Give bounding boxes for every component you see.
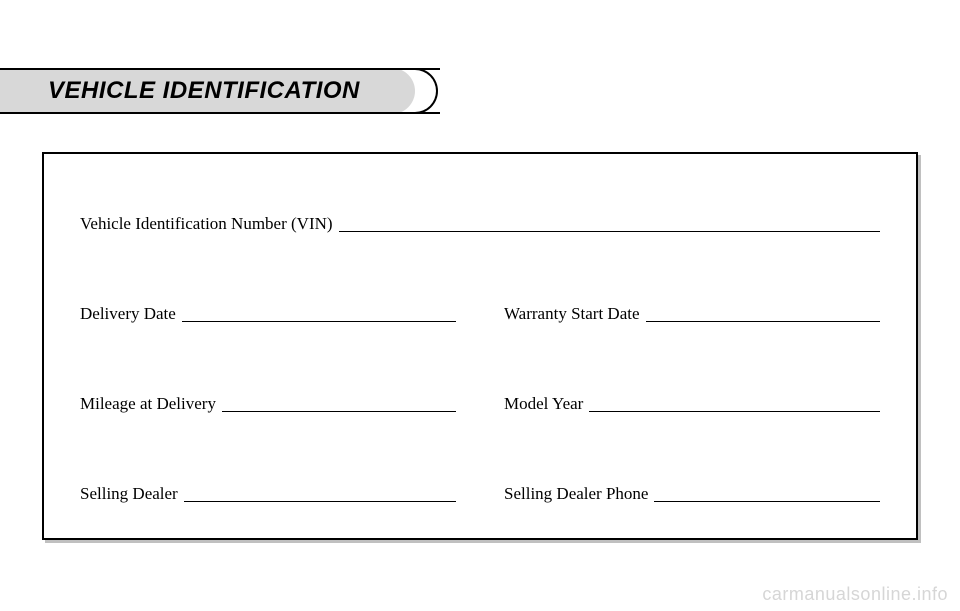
page-title: VEHICLE IDENTIFICATION xyxy=(48,68,360,114)
model-year-field: Model Year xyxy=(504,394,880,414)
row-delivery-warranty: Delivery Date Warranty Start Date xyxy=(80,304,880,324)
model-year-input-line[interactable] xyxy=(589,411,880,412)
selling-dealer-field: Selling Dealer xyxy=(80,484,456,504)
mileage-field: Mileage at Delivery xyxy=(80,394,456,414)
warranty-start-label: Warranty Start Date xyxy=(504,304,646,324)
delivery-date-label: Delivery Date xyxy=(80,304,182,324)
vehicle-identification-form: Vehicle Identification Number (VIN) Deli… xyxy=(42,152,918,540)
row-dealer: Selling Dealer Selling Dealer Phone xyxy=(80,484,880,504)
warranty-start-input-line[interactable] xyxy=(646,321,880,322)
selling-dealer-input-line[interactable] xyxy=(184,501,456,502)
model-year-label: Model Year xyxy=(504,394,589,414)
delivery-date-input-line[interactable] xyxy=(182,321,456,322)
vin-input-line[interactable] xyxy=(339,231,880,232)
mileage-label: Mileage at Delivery xyxy=(80,394,222,414)
selling-dealer-phone-input-line[interactable] xyxy=(654,501,880,502)
row-mileage-modelyear: Mileage at Delivery Model Year xyxy=(80,394,880,414)
header-tab-arc xyxy=(392,68,438,114)
delivery-date-field: Delivery Date xyxy=(80,304,456,324)
selling-dealer-label: Selling Dealer xyxy=(80,484,184,504)
vin-label: Vehicle Identification Number (VIN) xyxy=(80,214,339,234)
mileage-input-line[interactable] xyxy=(222,411,456,412)
warranty-start-field: Warranty Start Date xyxy=(504,304,880,324)
selling-dealer-phone-field: Selling Dealer Phone xyxy=(504,484,880,504)
selling-dealer-phone-label: Selling Dealer Phone xyxy=(504,484,654,504)
watermark-text: carmanualsonline.info xyxy=(762,584,948,605)
vin-field: Vehicle Identification Number (VIN) xyxy=(80,214,880,234)
